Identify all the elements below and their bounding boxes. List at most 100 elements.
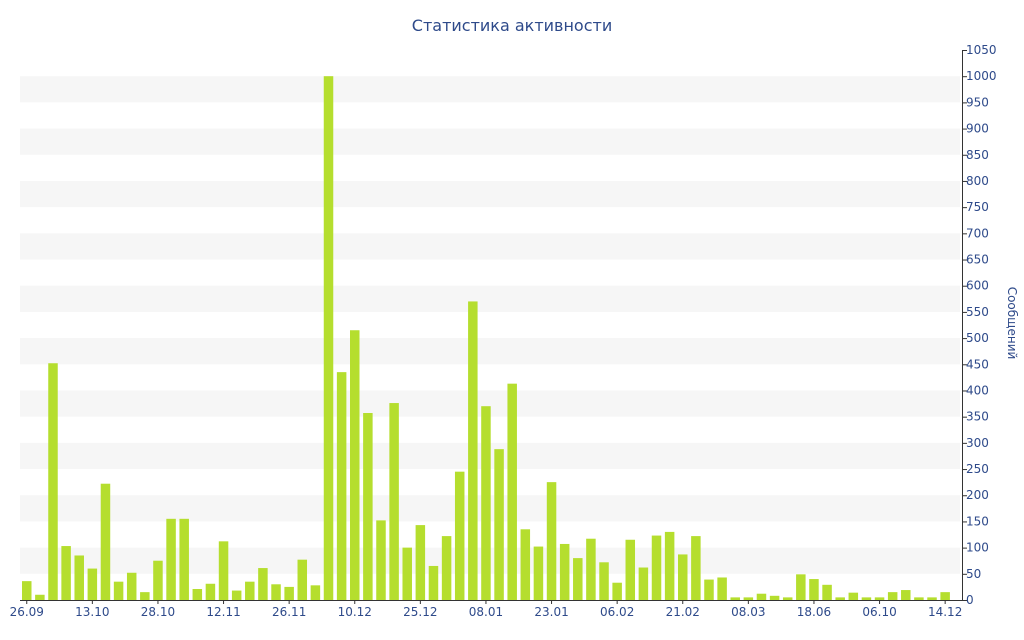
bar — [612, 582, 622, 600]
bar — [87, 568, 98, 600]
bar — [48, 363, 58, 600]
bar — [704, 579, 714, 600]
grid-band — [20, 180, 960, 208]
bar — [809, 579, 819, 600]
bar — [796, 574, 806, 600]
bar — [258, 568, 268, 600]
x-tick-label: 21.02 — [666, 605, 700, 619]
bar — [769, 595, 780, 600]
bar — [153, 560, 163, 600]
x-tick-label: 08.01 — [469, 605, 503, 619]
x-tick-label: 12.11 — [206, 605, 240, 619]
bar — [389, 403, 399, 600]
y-tick-label: 250 — [966, 462, 989, 476]
bar — [284, 586, 294, 600]
bar — [22, 581, 32, 600]
bar — [113, 581, 124, 600]
bar — [848, 592, 859, 600]
bar — [192, 589, 203, 600]
y-tick-label: 400 — [966, 383, 989, 397]
bar — [402, 547, 412, 600]
x-tick-label: 06.10 — [862, 605, 896, 619]
bar — [481, 406, 491, 600]
bar — [533, 546, 544, 600]
bar — [599, 562, 609, 600]
bar — [573, 558, 583, 600]
bar — [691, 536, 701, 600]
bar — [782, 597, 793, 600]
x-tick-label: 18.06 — [797, 605, 831, 619]
y-tick-label: 800 — [966, 174, 989, 188]
bar — [166, 518, 176, 600]
bar — [454, 471, 465, 600]
y-tick-label: 900 — [966, 122, 989, 136]
y-tick-label: 500 — [966, 331, 989, 345]
x-tick-label: 08.03 — [731, 605, 765, 619]
bar — [494, 449, 504, 600]
bar — [323, 76, 334, 600]
x-tick-label: 26.11 — [272, 605, 306, 619]
x-tick-label: 26.09 — [10, 605, 44, 619]
bar — [756, 593, 767, 600]
bar — [218, 541, 229, 600]
axes — [20, 50, 967, 604]
x-tick-label: 23.01 — [534, 605, 568, 619]
bar — [468, 301, 478, 600]
grid-band — [20, 128, 960, 155]
bar — [415, 525, 426, 600]
x-tick-labels: 26.09 13.10 28.10 12.11 26.11 10.12 25.12 08.01… — [10, 605, 963, 619]
bar — [205, 583, 216, 600]
bar — [940, 592, 950, 600]
grid-band — [20, 338, 960, 365]
bar — [638, 567, 649, 600]
y-tick-label: 750 — [966, 200, 989, 214]
chart-title: Статистика активности — [412, 16, 612, 35]
bar — [664, 531, 675, 600]
y-tick-label: 450 — [966, 357, 989, 371]
bar — [651, 535, 662, 600]
bar — [245, 581, 255, 600]
bar — [559, 543, 570, 600]
x-tick-label: 14.12 — [928, 605, 962, 619]
bar — [74, 555, 84, 600]
bar — [520, 529, 531, 600]
bar — [927, 597, 937, 600]
bar — [61, 546, 71, 600]
y-tick-label: 700 — [966, 226, 989, 240]
bar — [428, 565, 439, 600]
bars — [22, 76, 950, 600]
bar — [35, 594, 45, 600]
x-tick-label: 10.12 — [338, 605, 372, 619]
bar — [231, 590, 242, 600]
x-tick-label: 28.10 — [141, 605, 175, 619]
y-tick-labels: 0 50 100 150 200 250 300 350 400 450 500 550 600 650 7… — [966, 43, 997, 607]
bar — [730, 597, 740, 600]
bar — [336, 372, 347, 600]
y-tick-label: 950 — [966, 95, 989, 109]
x-tick-label: 25.12 — [403, 605, 437, 619]
y-tick-label: 550 — [966, 305, 989, 319]
bar — [100, 483, 111, 600]
y-tick-label: 1000 — [966, 69, 997, 83]
bar — [179, 518, 189, 600]
y-tick-label: 650 — [966, 253, 989, 267]
y-tick-label: 150 — [966, 514, 989, 528]
bar — [310, 585, 321, 600]
bar — [901, 590, 911, 600]
bar — [717, 577, 727, 600]
bar — [546, 482, 557, 600]
bar — [822, 584, 832, 600]
y-tick-label: 600 — [966, 279, 989, 293]
y-axis-label: Сообщений — [1005, 287, 1019, 360]
grid-band — [20, 233, 960, 260]
grid-band — [20, 285, 960, 312]
bar — [271, 584, 281, 600]
bar — [363, 413, 373, 600]
y-tick-label: 1050 — [966, 43, 997, 57]
bar — [835, 597, 845, 600]
bar — [376, 520, 386, 600]
bar — [874, 597, 885, 600]
bar — [743, 597, 754, 600]
bar — [861, 597, 872, 600]
